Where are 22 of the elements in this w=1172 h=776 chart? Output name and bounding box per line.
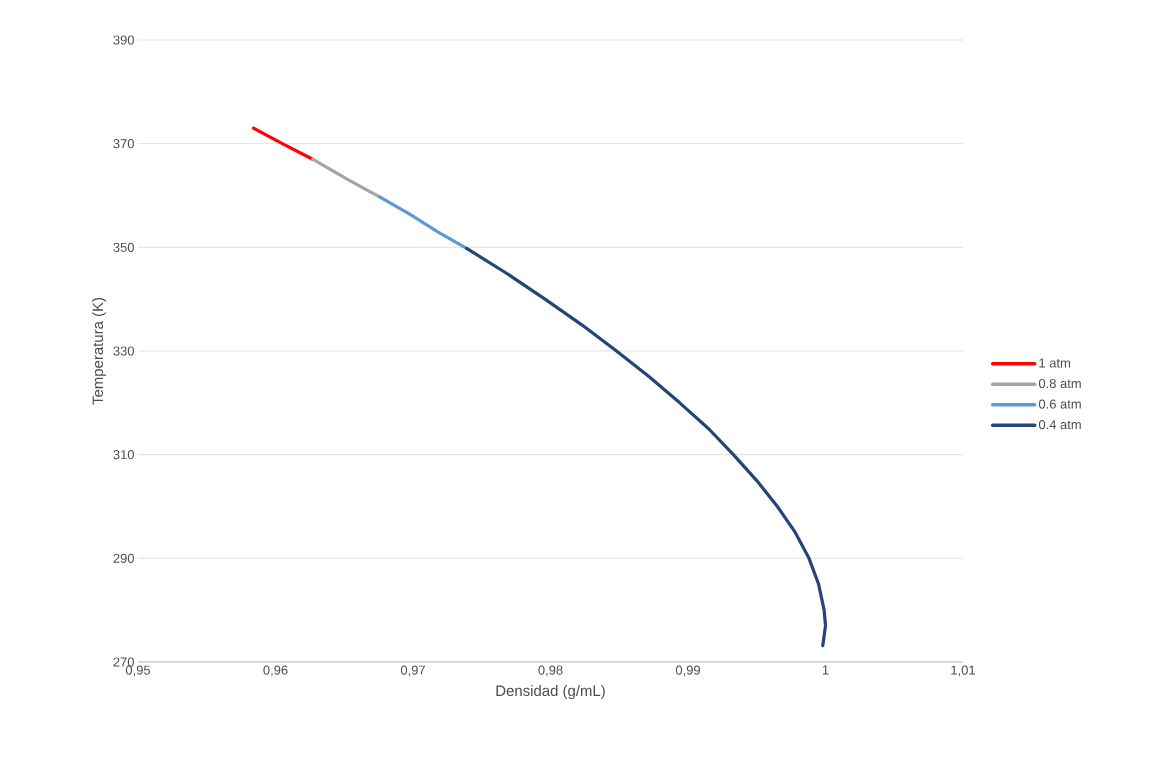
line-series (378, 195, 469, 250)
y-tick-label: 270 (113, 657, 134, 667)
x-tick-label: 0,99 (675, 665, 700, 677)
x-axis-title: Densidad (g/mL) (496, 685, 605, 699)
x-tick-label: 1 (822, 665, 829, 675)
y-tick-label: 330 (113, 346, 134, 356)
x-tick-label: 0,96 (263, 665, 288, 677)
legend-label: 1 atm (1039, 358, 1070, 368)
x-tick-label: 0,95 (125, 665, 151, 677)
y-axis-title: Temperatura (K) (92, 297, 107, 405)
x-tick-label: 0,98 (538, 665, 563, 677)
legend-label: 0.6 atm (1038, 399, 1081, 409)
x-tick-label: 1,01 (951, 665, 975, 677)
y-tick-label: 350 (113, 242, 134, 252)
y-tick-label: 370 (113, 139, 134, 149)
y-tick-label: 290 (113, 553, 134, 563)
y-tick-label: 390 (113, 35, 134, 45)
y-tick-label: 310 (113, 450, 134, 460)
legend-label: 0.8 atm (1038, 378, 1081, 389)
legend-label: 0.4 atm (1038, 419, 1081, 430)
x-tick-label: 0,97 (400, 665, 425, 677)
line-series (465, 246, 828, 648)
